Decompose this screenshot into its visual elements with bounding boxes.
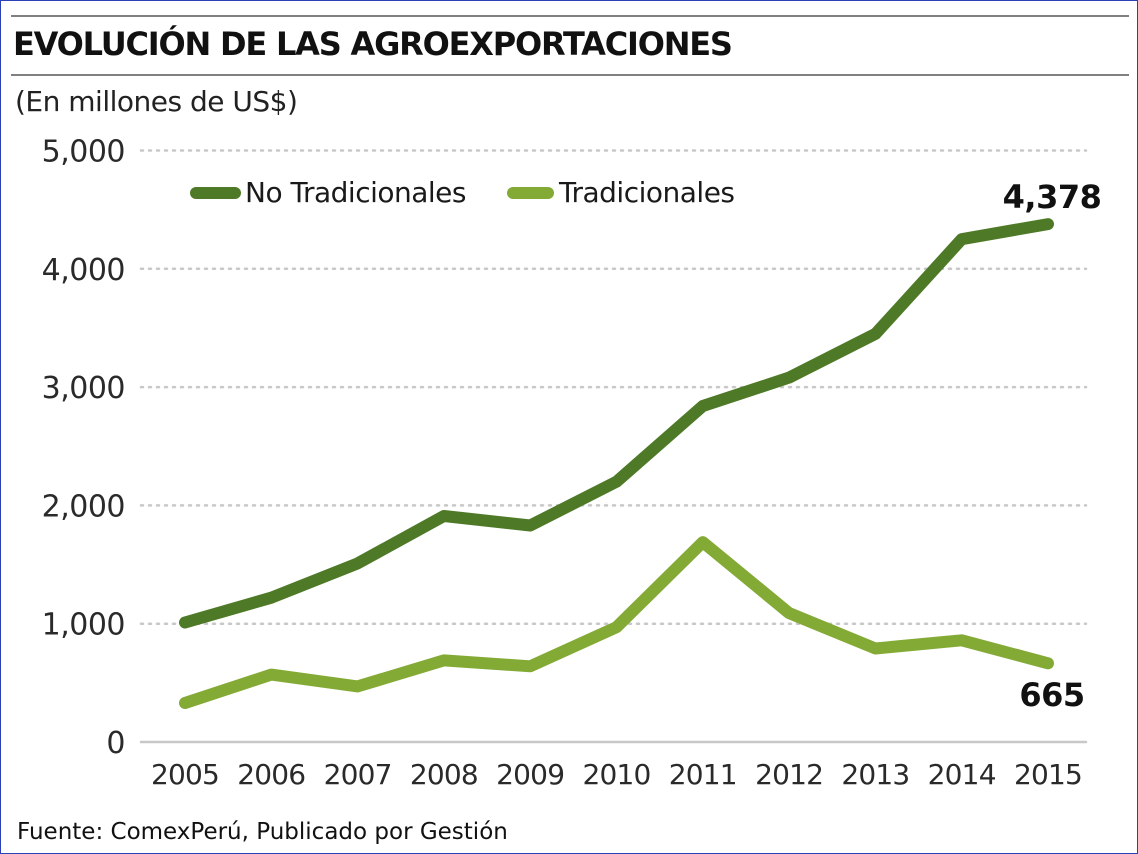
x-tick-label: 2012	[755, 758, 823, 791]
y-tick-label: 4,000	[42, 253, 125, 288]
x-tick-label: 2011	[669, 758, 737, 791]
x-tick-label: 2014	[928, 758, 996, 791]
source-note: Fuente: ComexPerú, Publicado por Gestión	[17, 819, 508, 845]
x-tick-label: 2006	[237, 758, 305, 791]
y-tick-label: 2,000	[42, 489, 125, 524]
y-axis-ticks: 0 1,000 2,000 3,000 4,000 5,000	[42, 135, 126, 762]
x-axis-ticks: 2005 2006 2007 2008 2009 2010 2011 2012 2013 2014…	[151, 758, 1083, 791]
top-rule	[11, 15, 1129, 17]
chart-subtitle: (En millones de US$)	[15, 85, 298, 118]
x-tick-label: 2005	[151, 758, 219, 791]
series-lines	[179, 218, 1054, 709]
annotation-tradicionales-2015: 665	[1019, 676, 1084, 714]
y-tick-label: 3,000	[42, 371, 125, 406]
x-tick-label: 2010	[582, 758, 650, 791]
x-tick-label: 2008	[410, 758, 478, 791]
annotation-no-tradicionales-2015: 4,378	[1003, 178, 1102, 216]
y-tick-label: 5,000	[42, 135, 125, 170]
series-line-tradicionales	[179, 536, 1054, 709]
grid-lines	[139, 149, 1088, 744]
legend: No Tradicionales Tradicionales	[190, 176, 735, 209]
chart-title: EVOLUCIÓN DE LAS AGROEXPORTACIONES	[13, 25, 733, 63]
x-tick-label: 2013	[841, 758, 909, 791]
x-tick-label: 2007	[324, 758, 392, 791]
x-tick-label: 2015	[1014, 758, 1082, 791]
title-rule	[11, 74, 1129, 76]
annotations: 4,378 665	[1003, 178, 1102, 714]
y-tick-label: 1,000	[42, 608, 125, 643]
series-line-no-tradicionales	[179, 218, 1054, 629]
y-tick-label: 0	[106, 726, 125, 761]
legend-label-tradicionales: Tradicionales	[558, 176, 735, 209]
legend-label-no-tradicionales: No Tradicionales	[245, 176, 466, 209]
x-tick-label: 2009	[496, 758, 564, 791]
